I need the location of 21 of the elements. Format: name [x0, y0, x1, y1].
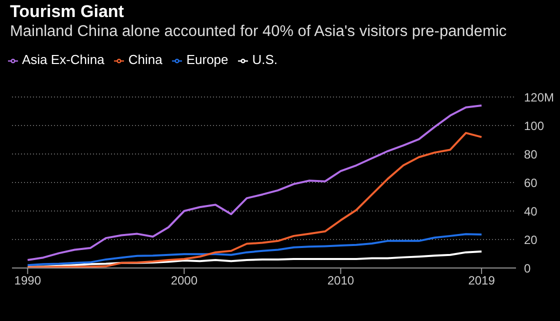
- legend-label: Asia Ex-China: [22, 52, 104, 67]
- chart-title: Tourism Giant: [10, 2, 124, 22]
- chart-subtitle: Mainland China alone accounted for 40% of Asia's visitors pre-pandemic: [10, 23, 507, 41]
- legend-label: China: [128, 52, 162, 67]
- x-tick-label: 2000: [170, 274, 198, 288]
- y-tick-label: 100: [524, 118, 544, 133]
- y-tick-label: 80: [524, 147, 538, 162]
- x-tick-label: 1990: [14, 274, 42, 288]
- y-tick-label: 40: [524, 204, 538, 218]
- line-series: [26, 233, 483, 266]
- y-tick-label: 120M: [524, 90, 554, 104]
- legend-label: Europe: [186, 52, 228, 67]
- legend-label: U.S.: [252, 52, 278, 67]
- y-tick-label: 60: [524, 176, 538, 190]
- line-series: [26, 132, 483, 268]
- y-tick-label: 20: [524, 232, 538, 247]
- line-series: [26, 250, 483, 268]
- x-tick-label: 2019: [468, 274, 496, 288]
- y-tick-label: 0: [524, 261, 531, 276]
- line-series: [26, 104, 483, 262]
- x-tick-label: 2010: [327, 274, 354, 288]
